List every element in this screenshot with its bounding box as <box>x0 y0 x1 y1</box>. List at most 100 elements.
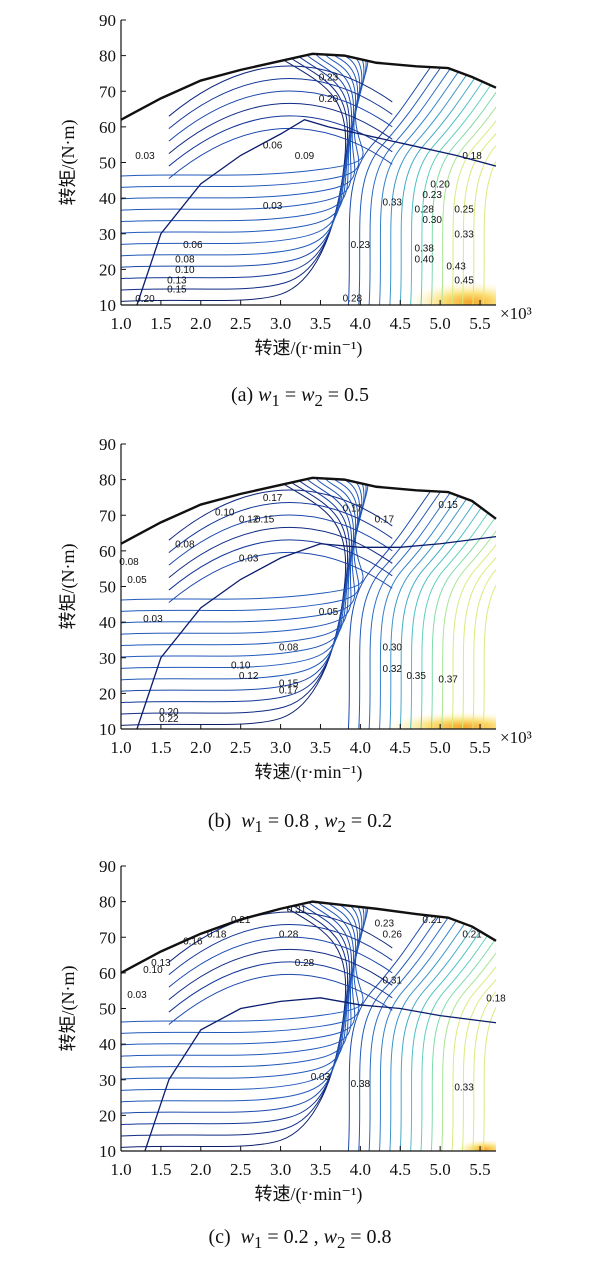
contour-line <box>482 477 496 729</box>
y-tick-label: 90 <box>99 857 116 876</box>
x-multiplier: ×10³ <box>500 728 532 747</box>
y-tick-label: 10 <box>99 1142 116 1161</box>
x-tick-label: 4.5 <box>390 314 411 333</box>
contour-label: 0.03 <box>311 1072 331 1083</box>
contour-plot-a: 0.230.200.030.060.090.030.060.080.100.13… <box>58 11 532 359</box>
contour-line <box>121 53 353 268</box>
contour-line <box>168 924 393 976</box>
y-axis-label: 转矩/(N·m) <box>58 966 79 1052</box>
contour-label: 0.28 <box>295 958 315 969</box>
x-tick-label: 3.0 <box>270 1160 291 1179</box>
contour-line <box>168 961 393 1013</box>
contour-line <box>168 973 393 1025</box>
contour-lines <box>121 901 496 1151</box>
y-tick-label: 50 <box>99 578 116 597</box>
high-value-region <box>384 707 496 729</box>
y-tick-label: 30 <box>99 1071 116 1090</box>
contour-label: 0.20 <box>430 179 450 190</box>
contour-line <box>482 901 496 1151</box>
y-tick-label: 80 <box>99 471 116 490</box>
x-tick-label: 5.5 <box>469 738 490 757</box>
contour-line <box>379 477 476 729</box>
y-tick-label: 20 <box>99 260 116 279</box>
y-tick-label: 10 <box>99 720 116 739</box>
dividing-curve <box>144 997 496 1151</box>
contour-line <box>399 53 496 305</box>
contour-line <box>121 477 357 669</box>
contour-label: 0.12 <box>239 671 259 682</box>
contour-line <box>121 477 353 692</box>
contour-label: 0.43 <box>446 261 466 272</box>
contour-line <box>168 948 393 1000</box>
contour-line <box>168 514 393 566</box>
x-tick-label: 4.5 <box>390 738 411 757</box>
contour-line <box>358 53 455 305</box>
contour-line <box>121 53 397 177</box>
contour-label: 0.23 <box>422 190 442 201</box>
contour-line <box>410 53 496 305</box>
x-tick-label: 1.0 <box>110 314 131 333</box>
contour-label: 0.08 <box>279 643 299 654</box>
contour-line <box>121 477 397 601</box>
torque-boundary <box>120 52 497 121</box>
contour-label: 0.10 <box>215 507 235 518</box>
caption-c: (c) w1 = 0.2 , w2 = 0.8 <box>208 1226 392 1252</box>
torque-boundary <box>120 900 497 974</box>
contour-line <box>482 53 496 305</box>
x-tick-label: 4.0 <box>350 738 371 757</box>
contour-line <box>379 901 476 1151</box>
contour-label: 0.23 <box>351 240 371 251</box>
x-tick-label: 2.0 <box>190 738 211 757</box>
contour-label: 0.26 <box>383 929 403 940</box>
x-tick-label: 2.5 <box>230 314 251 333</box>
contour-label: 0.25 <box>454 204 474 215</box>
torque-boundary <box>120 476 497 545</box>
contour-label: 0.15 <box>255 514 275 525</box>
contour-line <box>168 78 393 130</box>
contour-line <box>389 53 487 305</box>
contour-line <box>451 53 496 305</box>
x-tick-label: 4.0 <box>350 1160 371 1179</box>
x-axis-label: 转速/(r·min⁻¹) <box>255 762 363 783</box>
contour-label: 0.12 <box>239 514 259 525</box>
contour-label: 0.17 <box>279 685 299 696</box>
contour-line <box>121 901 347 1148</box>
contour-label: 0.30 <box>383 643 403 654</box>
contour-label: 0.45 <box>454 276 474 287</box>
contour-line <box>472 477 496 729</box>
contour-label: 0.21 <box>422 915 442 926</box>
contour-line <box>368 477 466 729</box>
contour-label: 0.08 <box>119 557 139 568</box>
contour-line <box>121 477 350 704</box>
contour-line <box>347 477 445 729</box>
y-tick-label: 50 <box>99 154 116 173</box>
contour-line <box>168 502 393 554</box>
contour-label: 0.33 <box>383 197 403 208</box>
contour-line <box>121 901 357 1091</box>
high-value-region <box>456 1136 496 1151</box>
x-tick-label: 5.5 <box>469 314 490 333</box>
contour-line <box>461 901 496 1151</box>
contour-line <box>451 477 496 729</box>
contour-label: 0.33 <box>454 229 474 240</box>
y-tick-label: 70 <box>99 82 116 101</box>
contour-line <box>399 901 496 1151</box>
contour-line <box>121 53 347 302</box>
contour-line <box>389 901 487 1151</box>
x-tick-label: 1.0 <box>110 738 131 757</box>
y-tick-label: 30 <box>99 225 116 244</box>
contour-label: 0.18 <box>207 929 227 940</box>
contour-label: 0.20 <box>159 707 179 718</box>
contour-label: 0.31 <box>287 904 307 915</box>
contour-line <box>168 65 393 117</box>
contour-line <box>368 901 466 1151</box>
y-tick-label: 40 <box>99 613 116 632</box>
contour-line <box>121 901 350 1126</box>
contour-label: 0.28 <box>414 204 434 215</box>
contour-line <box>121 477 348 715</box>
contour-label: 0.18 <box>462 151 482 162</box>
y-tick-label: 10 <box>99 296 116 315</box>
contour-label: 0.15 <box>279 678 299 689</box>
x-tick-label: 4.5 <box>390 1160 411 1179</box>
contour-line <box>121 477 361 647</box>
